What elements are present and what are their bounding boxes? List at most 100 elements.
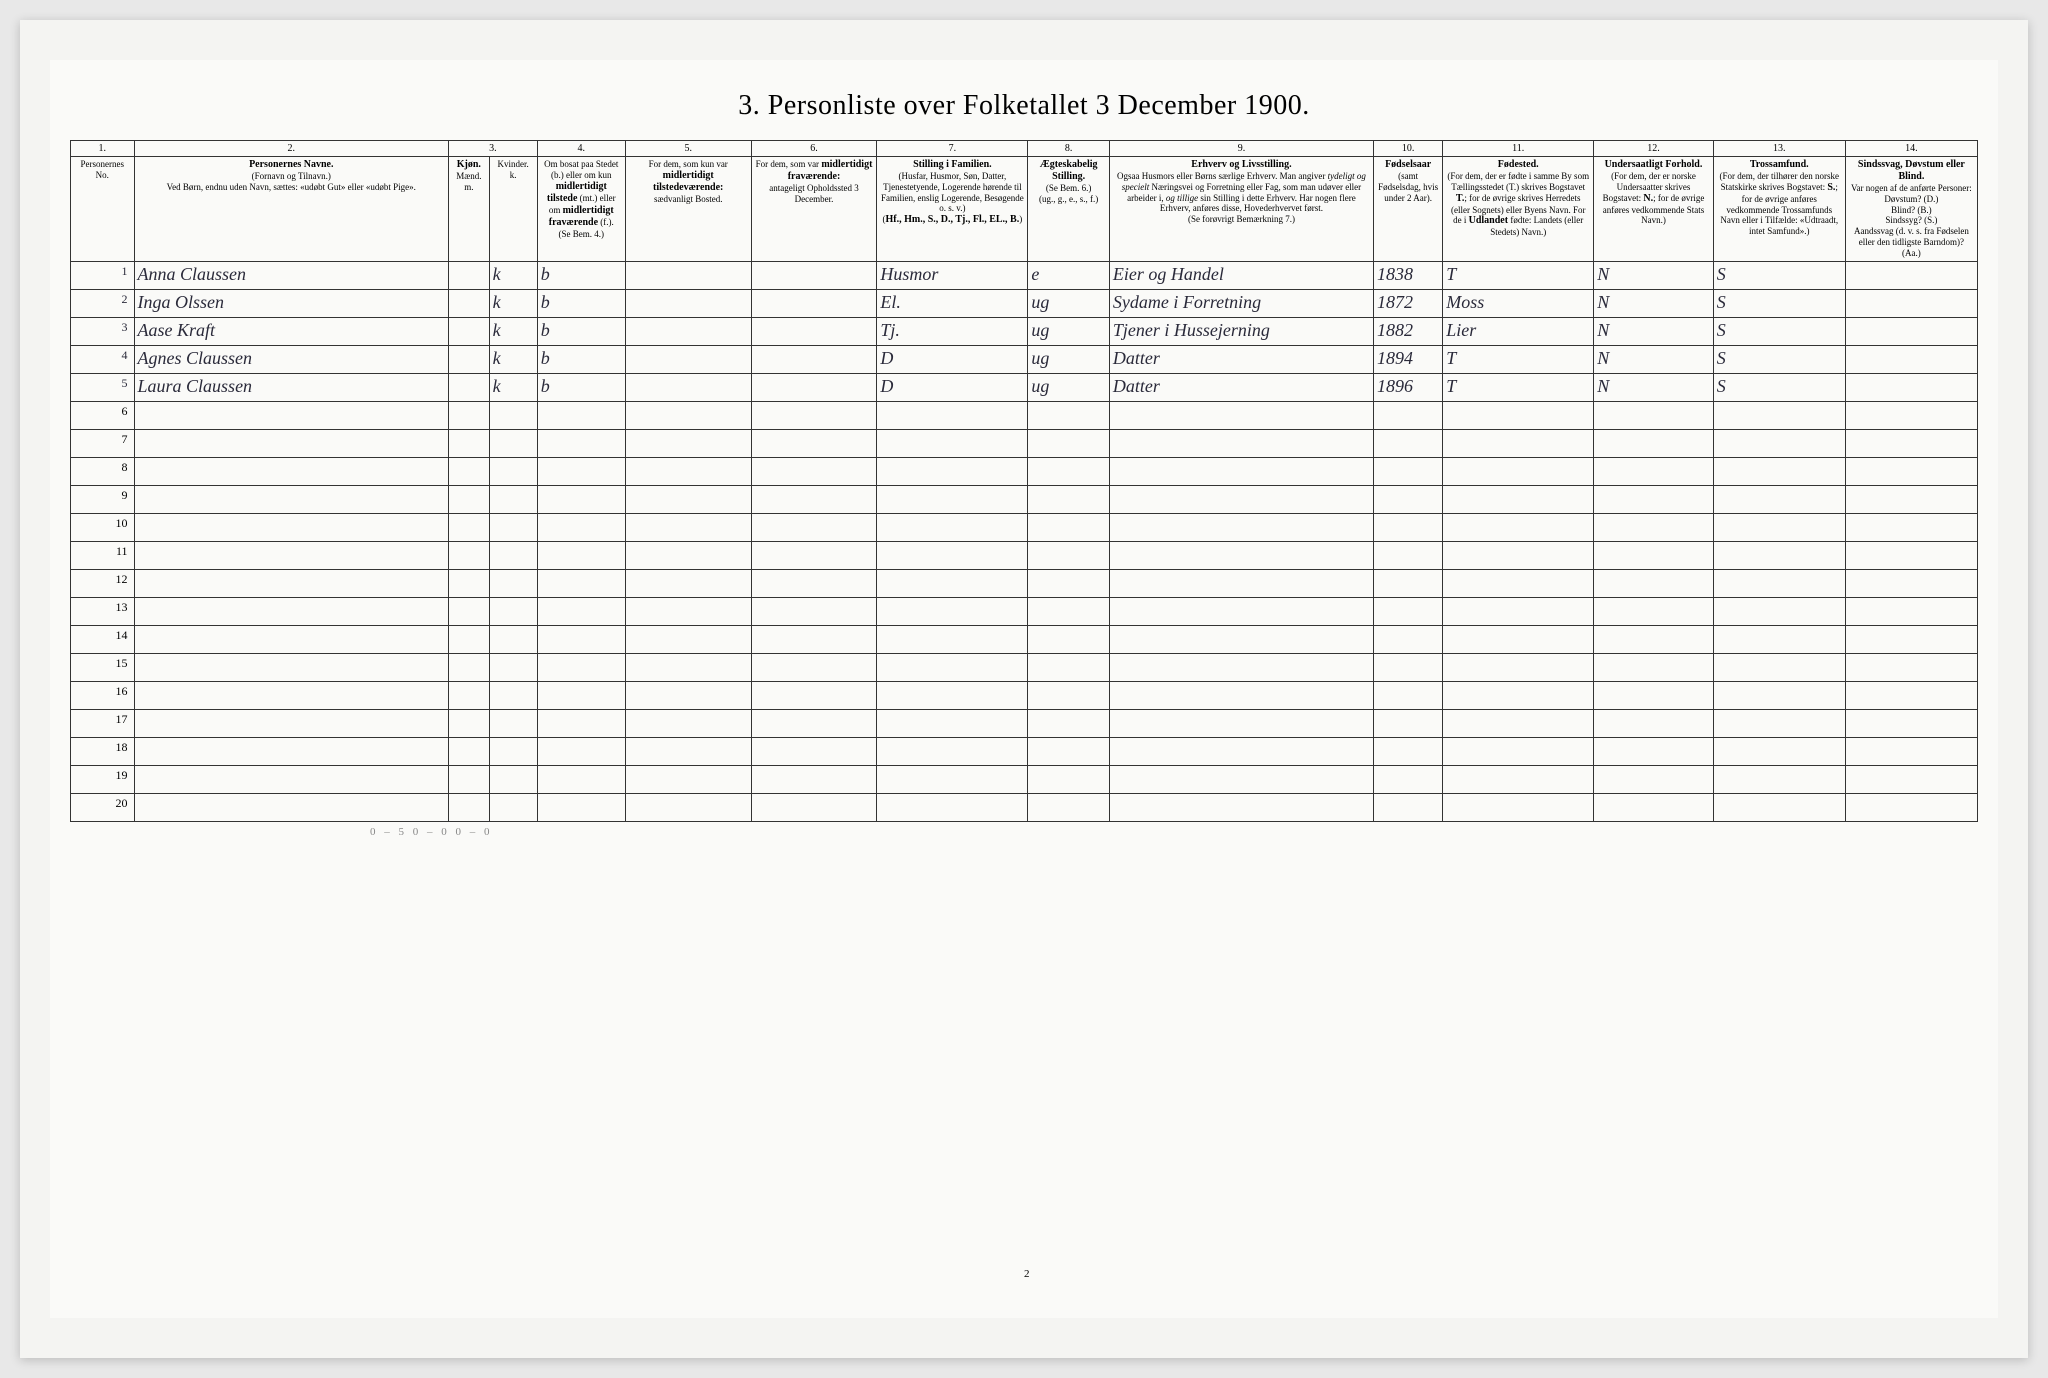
header-names: Personernes Navne.(Fornavn og Tilnavn.)V… <box>134 157 449 262</box>
cell-disability <box>1845 317 1977 345</box>
header-nationality: Undersaatligt Forhold.(For dem, der er n… <box>1594 157 1714 262</box>
empty-cell <box>1845 793 1977 821</box>
cell-marital: ug <box>1028 289 1110 317</box>
cell-birthyear: 1882 <box>1374 317 1443 345</box>
cell-residence: b <box>537 317 625 345</box>
cell-birthplace: Lier <box>1443 317 1594 345</box>
empty-cell <box>1028 485 1110 513</box>
empty-cell <box>625 457 751 485</box>
row-number: 16 <box>71 681 135 709</box>
empty-cell <box>1713 737 1845 765</box>
empty-cell <box>625 513 751 541</box>
cell-marital: e <box>1028 261 1110 289</box>
empty-cell <box>1594 709 1714 737</box>
empty-cell <box>489 709 537 737</box>
empty-cell <box>877 709 1028 737</box>
empty-cell <box>751 541 877 569</box>
header-occupation: Erhverv og Livsstilling.Ogsaa Husmors el… <box>1109 157 1373 262</box>
empty-cell <box>1028 765 1110 793</box>
empty-cell <box>537 765 625 793</box>
empty-cell <box>134 401 449 429</box>
empty-cell <box>1374 457 1443 485</box>
empty-cell <box>1028 709 1110 737</box>
table-row-empty: 16 <box>71 681 1978 709</box>
cell-occupation: Sydame i Forretning <box>1109 289 1373 317</box>
cell-disability <box>1845 345 1977 373</box>
cell-nationality: N <box>1594 289 1714 317</box>
empty-cell <box>1594 429 1714 457</box>
header-sex-k: Kvinder.k. <box>489 157 537 262</box>
empty-cell <box>751 457 877 485</box>
empty-cell <box>489 625 537 653</box>
cell-disability <box>1845 261 1977 289</box>
empty-cell <box>537 513 625 541</box>
row-number: 3 <box>71 317 135 345</box>
table-row-empty: 14 <box>71 625 1978 653</box>
cell-sex-k: k <box>489 261 537 289</box>
empty-cell <box>489 485 537 513</box>
empty-cell <box>625 625 751 653</box>
empty-cell <box>1845 401 1977 429</box>
empty-cell <box>134 541 449 569</box>
row-number: 5 <box>71 373 135 401</box>
empty-cell <box>1374 681 1443 709</box>
empty-cell <box>1028 793 1110 821</box>
header-family-pos: Stilling i Familien.(Husfar, Husmor, Søn… <box>877 157 1028 262</box>
empty-cell <box>625 429 751 457</box>
colnum: 1. <box>71 141 135 157</box>
empty-cell <box>1109 597 1373 625</box>
empty-cell <box>1443 625 1594 653</box>
colnum: 9. <box>1109 141 1373 157</box>
empty-cell <box>625 401 751 429</box>
empty-cell <box>134 765 449 793</box>
empty-cell <box>449 569 490 597</box>
empty-cell <box>1845 625 1977 653</box>
empty-cell <box>1713 765 1845 793</box>
empty-cell <box>134 597 449 625</box>
empty-cell <box>1713 681 1845 709</box>
empty-cell <box>1443 653 1594 681</box>
empty-cell <box>1594 653 1714 681</box>
table-row: 4Agnes ClaussenkbDugDatter1894TNS <box>71 345 1978 373</box>
cell-name: Agnes Claussen <box>134 345 449 373</box>
empty-cell <box>449 625 490 653</box>
table-row-empty: 11 <box>71 541 1978 569</box>
empty-cell <box>1374 709 1443 737</box>
empty-cell <box>1594 793 1714 821</box>
empty-cell <box>1594 541 1714 569</box>
empty-cell <box>1713 485 1845 513</box>
empty-cell <box>537 709 625 737</box>
empty-cell <box>877 681 1028 709</box>
header-birthplace: Fødested.(For dem, der er fødte i samme … <box>1443 157 1594 262</box>
empty-cell <box>625 541 751 569</box>
empty-cell <box>1028 401 1110 429</box>
empty-cell <box>1374 653 1443 681</box>
empty-cell <box>134 737 449 765</box>
empty-cell <box>751 793 877 821</box>
cell-family-pos: D <box>877 345 1028 373</box>
header-disability: Sindssvag, Døvstum eller Blind.Var nogen… <box>1845 157 1977 262</box>
empty-cell <box>877 401 1028 429</box>
empty-cell <box>1594 513 1714 541</box>
empty-cell <box>1594 457 1714 485</box>
empty-cell <box>625 709 751 737</box>
empty-cell <box>1443 765 1594 793</box>
cell-religion: S <box>1713 373 1845 401</box>
empty-cell <box>1374 401 1443 429</box>
empty-cell <box>134 653 449 681</box>
row-number: 12 <box>71 569 135 597</box>
cell-sex-m <box>449 289 490 317</box>
table-row-empty: 12 <box>71 569 1978 597</box>
empty-cell <box>1028 569 1110 597</box>
empty-cell <box>134 513 449 541</box>
row-number: 20 <box>71 793 135 821</box>
empty-cell <box>625 681 751 709</box>
row-number: 15 <box>71 653 135 681</box>
table-row-empty: 8 <box>71 457 1978 485</box>
empty-cell <box>1028 653 1110 681</box>
table-row: 1Anna ClaussenkbHusmoreEier og Handel183… <box>71 261 1978 289</box>
row-number: 14 <box>71 625 135 653</box>
cell-occupation: Datter <box>1109 373 1373 401</box>
header-temp-absent: For dem, som var midlertidigt fraværende… <box>751 157 877 262</box>
empty-cell <box>625 597 751 625</box>
